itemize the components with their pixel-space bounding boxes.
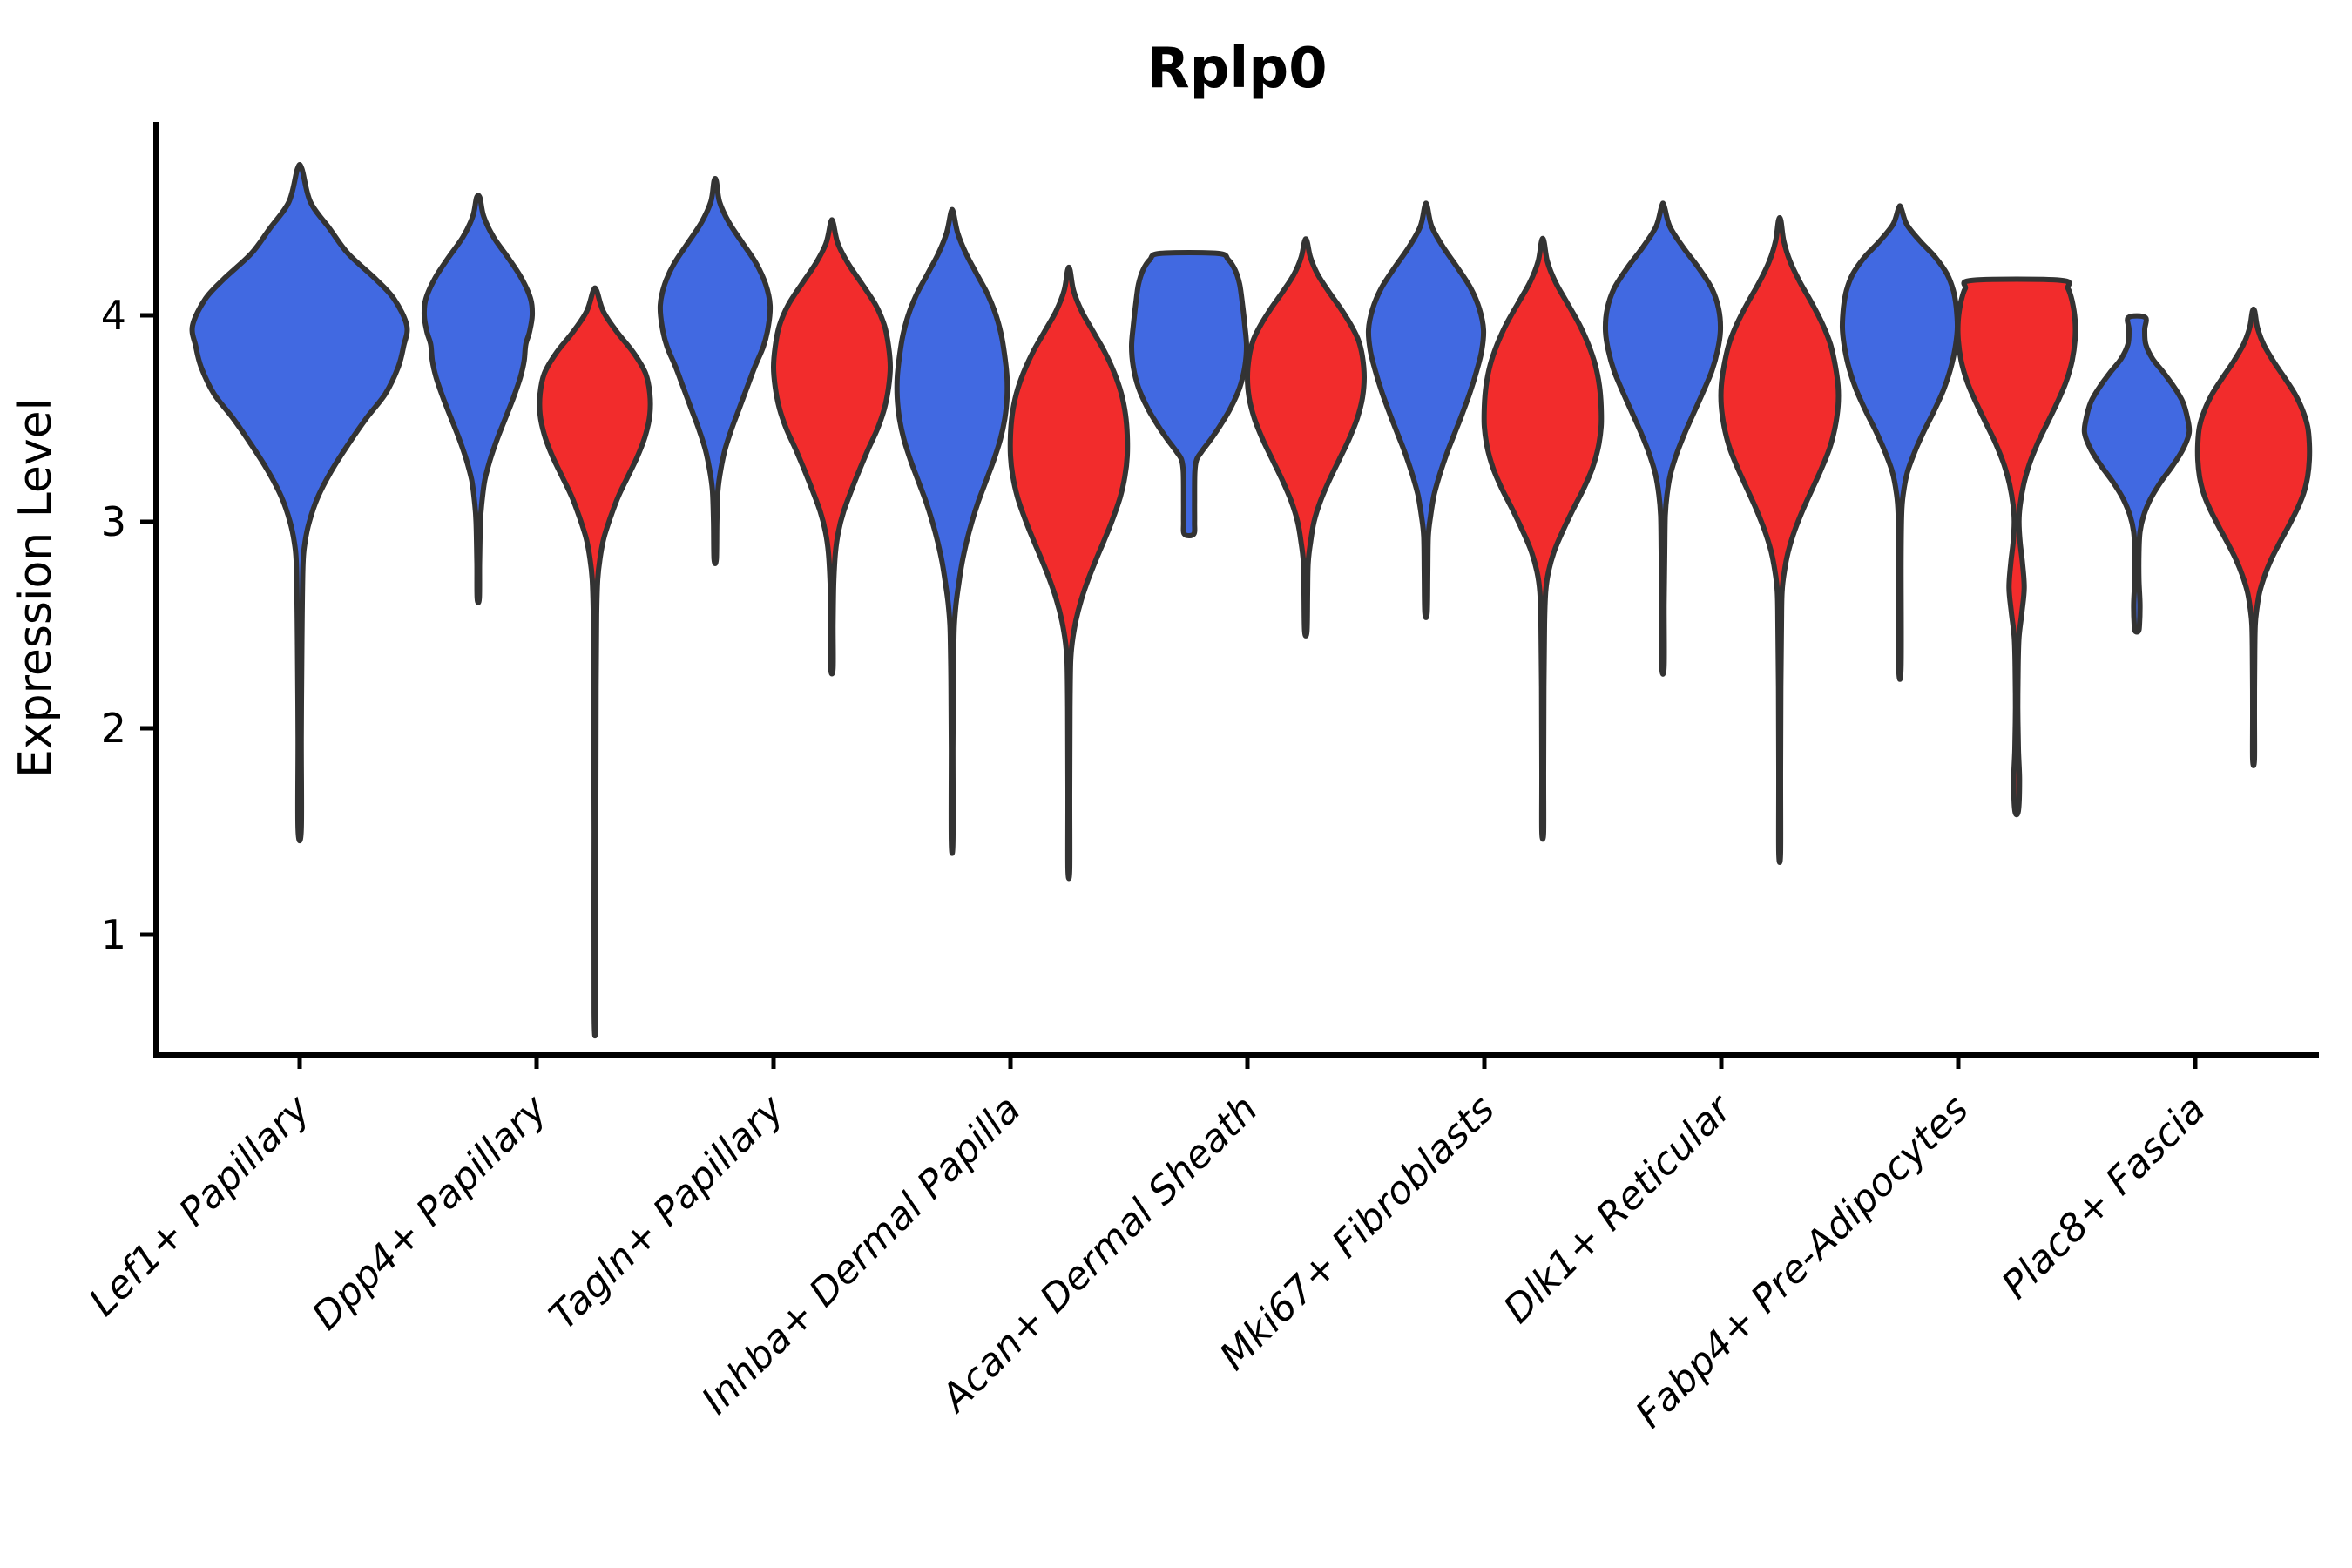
y-tick-label: 2	[101, 705, 126, 752]
y-tick-label: 3	[101, 498, 126, 545]
violin-tagln-papillary-blue	[657, 175, 774, 567]
violin-tagln-papillary-red	[771, 217, 893, 677]
violin-plac8-fascia-blue	[2081, 313, 2193, 635]
x-tick-label-dpp4-papillary: Dpp4+ Papillary	[304, 1086, 557, 1339]
violin-acan-dermal-sheath-blue	[1129, 250, 1249, 538]
x-tick-label-dlk1-reticular: Dlk1+ Reticular	[1495, 1085, 1741, 1332]
y-axis-ticks: 1 2 3 4	[101, 292, 156, 958]
chart-title: Rplp0	[1146, 37, 1327, 101]
x-tick-label-tagln-papillary: Tagln+ Papillary	[541, 1086, 793, 1338]
violins-layer	[189, 161, 2313, 1038]
x-tick-label-lef1-papillary: Lef1+ Papillary	[81, 1086, 320, 1325]
violin-lef1-papillary-blue	[189, 161, 410, 844]
x-tick-label-mki67-fibroblasts: Mki67+ Fibroblasts	[1211, 1087, 1503, 1379]
y-tick-label: 4	[101, 292, 126, 339]
violin-fabp4-pre-adipocytes-blue	[1839, 203, 1961, 682]
violin-dpp4-papillary-blue	[421, 193, 536, 605]
violin-mki67-fibroblasts-red	[1481, 235, 1605, 842]
y-axis-label: Expression Level	[10, 398, 62, 778]
violin-acan-dermal-sheath-red	[1245, 236, 1367, 639]
violin-dlk1-reticular-blue	[1602, 200, 1724, 677]
violin-inhba-dermal-papilla-blue	[894, 206, 1010, 856]
violin-fabp4-pre-adipocytes-red	[1955, 276, 2078, 818]
violin-dpp4-papillary-red	[537, 285, 653, 1038]
x-tick-label-plac8-fascia: Plac8+ Fascia	[1993, 1087, 2213, 1308]
violin-dlk1-reticular-red	[1718, 215, 1842, 866]
violin-plac8-fascia-red	[2194, 306, 2313, 768]
violin-inhba-dermal-papilla-red	[1007, 264, 1131, 882]
y-tick-label: 1	[101, 911, 126, 958]
violin-mki67-fibroblasts-blue	[1365, 200, 1487, 620]
